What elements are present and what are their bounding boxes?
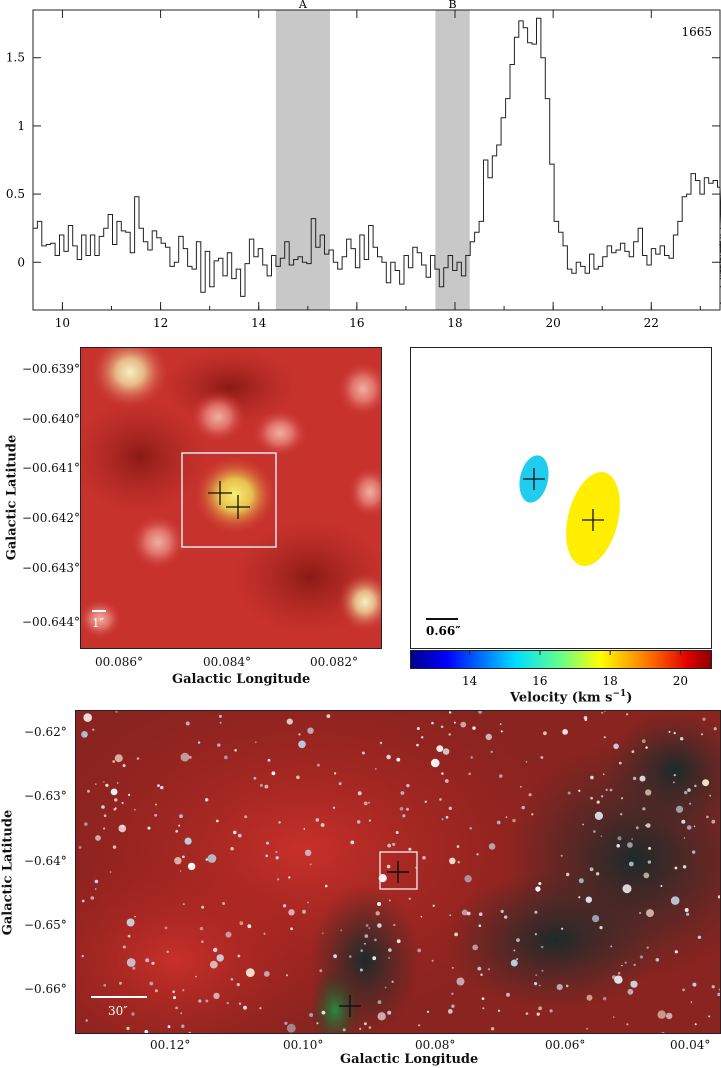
maser-spot-cross (523, 468, 604, 531)
band-label-a: A (298, 0, 308, 11)
spectrum-ytick-label: 1.5 (6, 51, 25, 65)
spectrum-ytick-label: 0 (17, 255, 25, 269)
maser-position-cross (208, 481, 250, 519)
cutout-image: 1″ (80, 347, 382, 649)
spectrum-xtick-label: 16 (349, 316, 364, 330)
maser-scalebar-label: 0.66″ (426, 624, 461, 638)
wide-field-xtick: 00.08° (415, 1038, 456, 1052)
cutout-ytick: −00.640° (22, 412, 81, 426)
spectrum-ytick-label: 0.5 (6, 187, 25, 201)
cutout-ytick: −00.641° (22, 461, 81, 475)
colorbar-tick-label: 20 (673, 674, 688, 688)
cutout-ytick: −00.643° (22, 561, 81, 575)
cutout-ytick: −00.639° (22, 362, 81, 376)
wide-field-ytick: −0.66° (24, 982, 67, 996)
wide-field-ytick: −0.63° (24, 789, 67, 803)
spectrum-ytick-label: 1 (17, 119, 25, 133)
wide-field-xtick: 00.06° (545, 1038, 586, 1052)
band-label-b: B (449, 0, 457, 11)
spectrum-line (33, 17, 721, 304)
zoom-box (181, 452, 277, 548)
wide-field-ytick: −0.64° (24, 854, 67, 868)
shaded-band-a (275, 10, 330, 310)
maser-map: 0.66″ (410, 347, 712, 649)
colorbar-tick-label: 18 (603, 674, 618, 688)
wide-field-image: 30″ (75, 710, 721, 1034)
colorbar-tick-label: 14 (462, 674, 478, 688)
wide-field-panel: 30″ −0.62° −0.63° −0.64° −0.65° −0.66° 0… (0, 705, 721, 1068)
wide-field-xtick: 00.10° (283, 1038, 324, 1052)
wide-field-xtick: 00.04° (670, 1038, 711, 1052)
source-cross (339, 861, 409, 1017)
colorbar-title: Velocity (km s−1) (510, 689, 633, 706)
wide-field-xtick: 00.12° (150, 1038, 191, 1052)
cutout-ylabel: Galactic Latitude (4, 434, 20, 561)
velocity-colorbar: 14 16 18 20 (410, 650, 712, 688)
wide-field-ytick: −0.62° (24, 725, 67, 739)
wide-field-scalebar-label: 30″ (108, 1004, 128, 1018)
spectrum-plot: 10 12 14 16 18 20 22 0 0.5 1 1.5 A B 1665 (6, 0, 721, 330)
spectrum-frame (32, 9, 721, 311)
wide-field-xlabel: Galactic Longitude (340, 1052, 479, 1067)
cutout-scalebar-label: 1″ (92, 616, 105, 630)
cutout-ytick: −00.642° (22, 511, 81, 525)
cutout-panel: 1″ −00.639° −00.640° −00.641° −00.642° −… (0, 345, 400, 690)
wide-field-ylabel: Galactic Latitude (0, 809, 16, 936)
spectrum-xtick-label: 14 (251, 316, 267, 330)
spectrum-xtick-label: 22 (644, 316, 659, 330)
cutout-xlabel: Galactic Longitude (172, 672, 311, 687)
cutout-xtick: 00.084° (203, 655, 251, 669)
transition-label: 1665 (681, 25, 712, 39)
spectrum-xtick-label: 10 (55, 316, 70, 330)
colorbar-tick-label: 16 (532, 674, 547, 688)
spectrum-xtick-label: 18 (447, 316, 462, 330)
cutout-ytick: −00.644° (22, 615, 81, 629)
spectrum-xtick-label: 12 (153, 316, 168, 330)
spectrum-xtick-label: 20 (546, 316, 561, 330)
cutout-xtick: 00.086° (95, 655, 143, 669)
wide-field-ytick: −0.65° (24, 918, 67, 932)
cutout-xtick: 00.082° (310, 655, 358, 669)
cutout-region-box (379, 851, 418, 890)
